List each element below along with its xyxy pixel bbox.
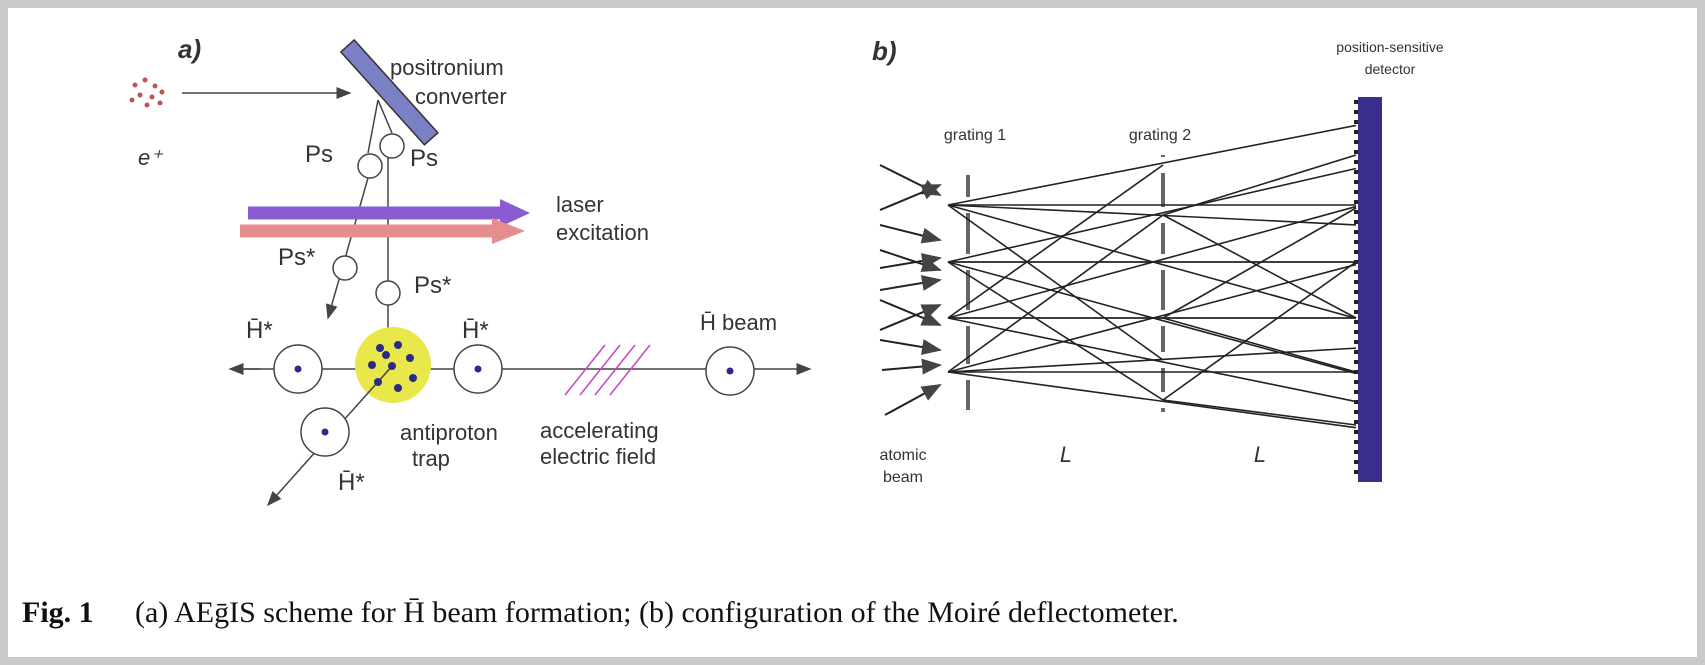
detector — [1358, 97, 1382, 482]
label: grating 2 — [1129, 127, 1191, 144]
panel-label: b) — [872, 36, 897, 66]
label: H̄* — [246, 317, 273, 344]
label: antiproton — [400, 420, 498, 445]
ps-atom — [376, 281, 400, 305]
label: L — [1060, 442, 1072, 467]
figure: a) positronium converter e⁺ Ps Ps laser … — [0, 0, 1705, 665]
label: grating 1 — [944, 127, 1006, 144]
label: electric field — [540, 444, 656, 469]
label: converter — [415, 84, 507, 109]
label: laser — [556, 192, 604, 217]
label: position-sensitive — [1336, 39, 1444, 55]
caption-text: (a) AEḡIS scheme for H̄ beam formation; … — [135, 596, 1179, 629]
panel-label: a) — [178, 34, 201, 64]
label: trap — [412, 446, 450, 471]
label: atomic — [879, 447, 926, 464]
label: Ps* — [414, 272, 451, 299]
label: H̄* — [338, 469, 365, 496]
label: H̄ beam — [700, 310, 777, 335]
label: detector — [1365, 61, 1416, 77]
label: L — [1254, 442, 1266, 467]
label: accelerating — [540, 418, 659, 443]
label: excitation — [556, 220, 649, 245]
label: H̄* — [462, 317, 489, 344]
label: e⁺ — [138, 145, 164, 170]
ps-atom — [358, 154, 382, 178]
label: Ps — [410, 145, 438, 172]
label: beam — [883, 469, 923, 486]
label: Ps* — [278, 244, 315, 271]
ps-atom — [380, 134, 404, 158]
page: a) positronium converter e⁺ Ps Ps laser … — [0, 0, 1705, 665]
ps-atom — [333, 256, 357, 280]
label: positronium — [390, 55, 504, 80]
caption-label: Fig. 1 — [22, 596, 94, 629]
label: Ps — [305, 141, 333, 168]
